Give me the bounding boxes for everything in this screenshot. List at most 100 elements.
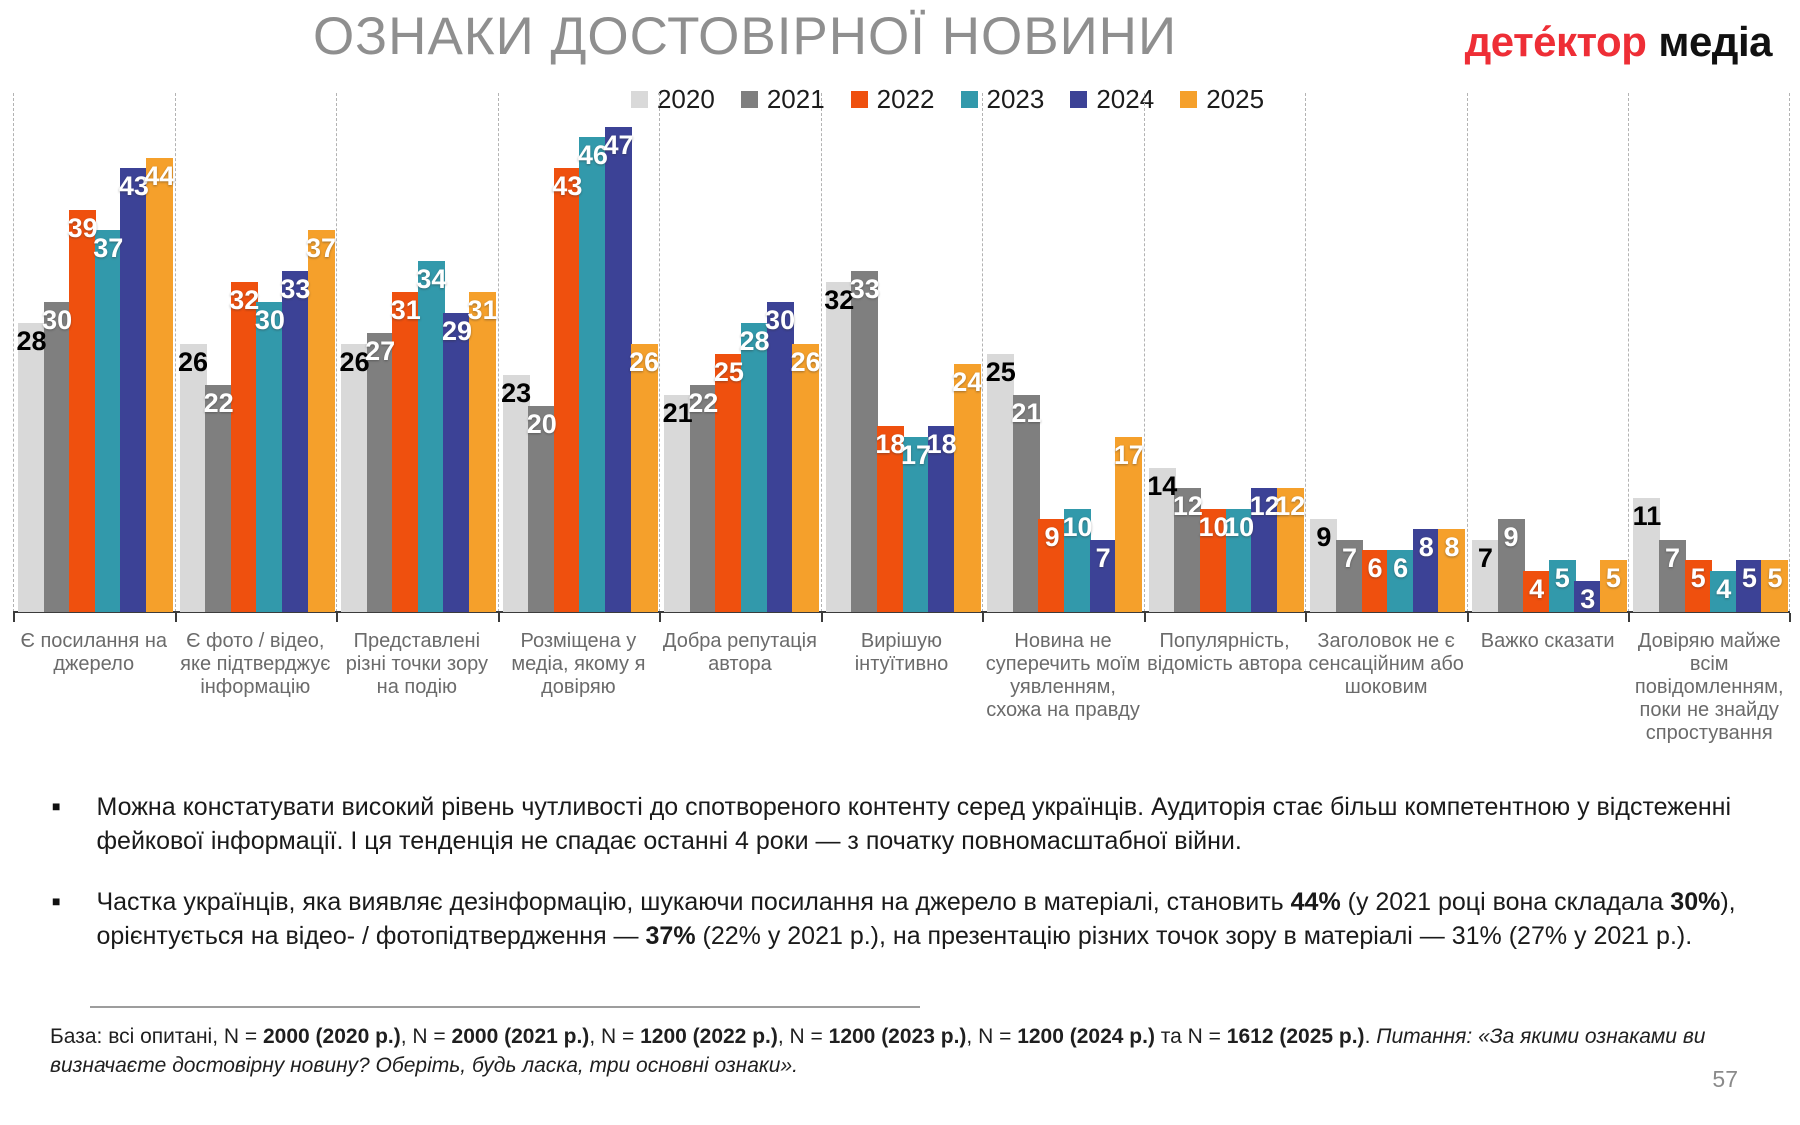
bar-2024-cat4	[605, 127, 633, 612]
bar-2023-cat10	[1548, 560, 1576, 612]
bar-value-label: 4	[1716, 574, 1732, 604]
bar-value-label: 44	[144, 161, 175, 191]
bar-value-label: 43	[118, 171, 149, 201]
category-label: Є фото / відео, яке підтверджує інформац…	[180, 630, 331, 698]
bullet-item: ■ Частка українців, яка виявляє дезінформ…	[52, 885, 1752, 953]
bar-value-label: 28	[739, 326, 770, 356]
bar-2021-cat2	[205, 385, 233, 612]
bar-value-label: 31	[390, 295, 421, 325]
bar-2024-cat9	[1412, 529, 1440, 612]
text-segment: 1612 (2025 р.)	[1226, 1025, 1365, 1048]
bar-value-label: 39	[67, 213, 98, 243]
axis-tick	[1628, 613, 1631, 622]
bar-value-label: 30	[765, 305, 796, 335]
bar-2020-cat3	[341, 344, 369, 612]
text-segment: , N =	[966, 1025, 1018, 1048]
bullet-square-icon: ■	[52, 798, 61, 814]
bar-value-label: 31	[467, 295, 498, 325]
axis-tick	[497, 613, 500, 622]
legend-label: 2022	[876, 84, 935, 114]
legend-item-2020: 2020	[630, 84, 715, 115]
category-label: Розміщена у медіа, якому я довіряю	[511, 630, 646, 698]
text-segment: (у 2021 році вона складала	[1340, 888, 1671, 916]
bar-value-label: 30	[254, 305, 285, 335]
bar-2022-cat5	[715, 354, 743, 612]
bar-value-label: 33	[849, 274, 880, 304]
bar-value-label: 25	[985, 357, 1016, 387]
bar-value-label: 34	[416, 264, 447, 294]
bar-value-label: 24	[952, 367, 983, 397]
legend-label: 2025	[1206, 84, 1265, 114]
text-segment: , N =	[589, 1025, 641, 1048]
bar-value-label: 5	[1767, 563, 1783, 593]
text-segment: База: всі опитані, N =	[50, 1025, 263, 1048]
legend-swatch-icon	[850, 91, 868, 108]
bar-value-label: 46	[577, 140, 608, 170]
text-segment: 2000 (2021 р.)	[451, 1025, 590, 1048]
bar-value-label: 25	[713, 357, 744, 387]
text-segment: , N =	[400, 1025, 452, 1048]
axis-tick	[336, 613, 339, 622]
bar-value-label: 9	[1044, 522, 1060, 552]
category-label: Популярність, відомість автора	[1147, 630, 1302, 675]
legend-label: 2021	[766, 84, 825, 114]
bar-value-label: 37	[306, 233, 337, 263]
legend-item-2025: 2025	[1180, 84, 1264, 115]
bar-2020-cat2	[179, 344, 207, 612]
bar-2022-cat7	[1038, 519, 1066, 612]
bar-value-label: 20	[526, 409, 557, 439]
bar-value-label: 9	[1316, 522, 1332, 552]
bar-value-label: 11	[1632, 501, 1662, 531]
bar-2023-cat7	[1064, 509, 1092, 612]
summary-bullet-list: ■ Можна констатувати високий рівень чутли…	[52, 790, 1752, 980]
bar-2025-cat1	[146, 158, 173, 612]
bar-2022-cat6	[876, 426, 904, 612]
bar-2021-cat4	[528, 406, 556, 612]
text-segment: 1200 (2024 р.)	[1017, 1025, 1155, 1048]
bar-2022-cat2	[230, 282, 258, 612]
bar-value-label: 10	[1198, 512, 1229, 542]
category-label: Представлені різні точки зору на подію	[345, 630, 488, 698]
bar-2020-cat7	[987, 354, 1015, 612]
group-separator	[1466, 93, 1468, 612]
bar-2021-cat9	[1335, 540, 1363, 612]
logo-suffix-text: медіа	[1658, 18, 1772, 65]
axis-tick	[174, 613, 177, 622]
bar-2024-cat7	[1089, 540, 1117, 612]
legend-item-2022: 2022	[850, 84, 935, 115]
bar-2020-cat11	[1633, 498, 1661, 612]
bar-2023-cat4	[579, 137, 607, 612]
group-separator	[1789, 93, 1790, 612]
bar-value-label: 6	[1367, 553, 1383, 583]
axis-tick	[1789, 613, 1791, 622]
bar-value-label: 37	[93, 233, 124, 263]
bar-value-label: 5	[1554, 563, 1570, 593]
bar-value-label: 32	[229, 285, 260, 315]
legend-swatch-icon	[1070, 91, 1088, 108]
bar-value-label: 10	[1062, 512, 1093, 542]
text-segment: та N =	[1154, 1025, 1227, 1048]
text-segment: Можна констатувати високий рівень чутлив…	[96, 793, 1732, 855]
legend-label: 2020	[656, 84, 715, 114]
text-segment: , N =	[777, 1025, 829, 1048]
bar-2025-cat8	[1276, 488, 1304, 612]
bar-value-label: 23	[501, 378, 532, 408]
bar-2021-cat8	[1174, 488, 1202, 612]
axis-tick	[1305, 613, 1308, 622]
bar-value-label: 9	[1503, 522, 1519, 552]
bullet-square-icon: ■	[52, 893, 61, 909]
bar-2024-cat5	[766, 302, 794, 612]
axis-tick	[1466, 613, 1469, 622]
page-number: 57	[1712, 1066, 1738, 1092]
group-separator	[13, 93, 14, 612]
bar-value-label: 14	[1147, 471, 1178, 501]
axis-tick	[1143, 613, 1146, 622]
axis-tick	[13, 613, 15, 622]
bar-2023-cat11	[1710, 571, 1738, 612]
text-segment: .	[1364, 1025, 1377, 1048]
bar-2023-cat1	[94, 230, 122, 612]
legend-swatch-icon	[740, 91, 758, 108]
text-segment: Частка українців, яка виявляє дезінформа…	[96, 888, 1291, 916]
bar-value-label: 3	[1580, 584, 1596, 614]
bar-2023-cat3	[417, 261, 445, 612]
